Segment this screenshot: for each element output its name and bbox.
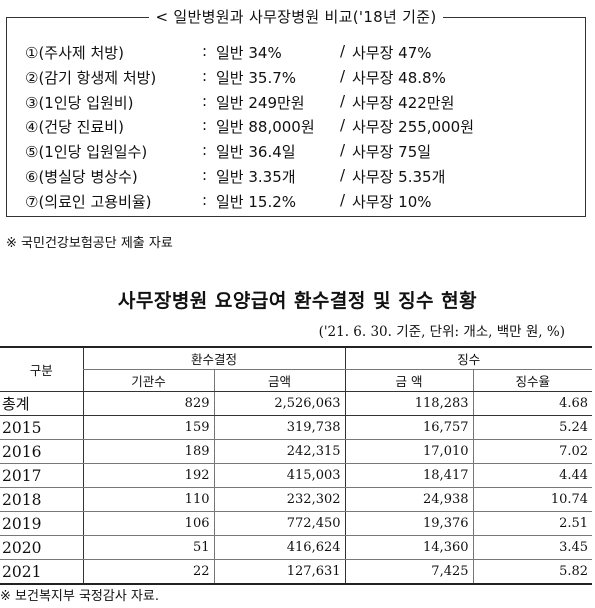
table-row-total: 총계 829 2,526,063 118,283 4.68 xyxy=(0,391,593,416)
cell-collected: 24,938 xyxy=(344,487,474,512)
table-row: 2018 110 232,302 24,938 10.74 xyxy=(0,487,593,512)
office-value: 사무장 10% xyxy=(352,192,432,211)
cell-collected: 7,425 xyxy=(344,559,474,585)
colon: : xyxy=(202,66,208,85)
office-value: 사무장 75일 xyxy=(352,143,432,162)
cell-amount: 415,003 xyxy=(213,463,346,488)
cell-rate: 5.82 xyxy=(472,559,593,585)
table-row: 2021 22 127,631 7,425 5.82 xyxy=(0,559,593,585)
comparison-box: < 일반병원과 사무장병원 비교('18년 기준) ①(주사제 처방) : 일반… xyxy=(6,8,586,217)
general-value: 일반 34% xyxy=(216,44,282,62)
general-value: 일반 3.35개 xyxy=(216,167,296,186)
cell-count: 829 xyxy=(82,391,214,416)
slash: / xyxy=(340,66,346,85)
cell-rate: 2.51 xyxy=(472,511,593,536)
header-amount: 금액 xyxy=(213,369,346,392)
comparison-label: ②(감기 항생제 처방) xyxy=(25,68,157,87)
comparison-label: ⑤(1인당 입원일수) xyxy=(25,143,148,162)
slash: / xyxy=(340,116,346,135)
cell-amount: 2,526,063 xyxy=(213,391,346,416)
cell-amount: 127,631 xyxy=(213,559,346,585)
table-row: 2020 51 416,624 14,360 3.45 xyxy=(0,535,593,560)
header-collected-amount: 금 액 xyxy=(344,369,474,392)
cell-count: 159 xyxy=(82,415,214,440)
comparison-label: ④(건당 진료비) xyxy=(25,118,124,137)
comparison-label: ③(1인당 입원비) xyxy=(25,93,134,112)
row-label: 2015 xyxy=(0,415,83,440)
row-label: 2021 xyxy=(0,559,83,585)
cell-collected: 18,417 xyxy=(344,463,474,488)
general-value: 일반 35.7% xyxy=(216,68,297,87)
cell-collected: 118,283 xyxy=(344,391,474,416)
row-label: 총계 xyxy=(0,391,83,416)
comparison-label: ⑥(병실당 병상수) xyxy=(25,167,138,186)
cell-collected: 17,010 xyxy=(344,439,474,464)
office-value: 사무장 422만원 xyxy=(352,93,455,112)
slash: / xyxy=(340,91,346,110)
header-category: 구분 xyxy=(0,346,83,392)
table-subtitle: ('21. 6. 30. 기준, 단위: 개소, 백만 원, %) xyxy=(318,324,565,340)
general-value: 일반 249만원 xyxy=(216,93,305,112)
row-label: 2020 xyxy=(0,535,83,560)
cell-rate: 7.02 xyxy=(472,439,593,464)
source-note-mohw: ※ 보건복지부 국정감사 자료. xyxy=(0,589,159,604)
slash: / xyxy=(340,165,346,184)
table-row: 2015 159 319,738 16,757 5.24 xyxy=(0,415,593,440)
office-value: 사무장 48.8% xyxy=(352,68,446,87)
cell-count: 106 xyxy=(82,511,214,536)
colon: : xyxy=(202,190,208,209)
colon: : xyxy=(202,116,208,135)
slash: / xyxy=(340,190,346,209)
cell-count: 51 xyxy=(82,535,214,560)
general-value: 일반 88,000원 xyxy=(216,118,315,137)
table-title: 사무장병원 요양급여 환수결정 및 징수 현황 xyxy=(117,290,478,312)
general-value: 일반 15.2% xyxy=(216,192,297,211)
slash: / xyxy=(340,141,346,160)
cell-count: 22 xyxy=(82,559,214,585)
cell-collected: 14,360 xyxy=(344,535,474,560)
row-label: 2017 xyxy=(0,463,83,488)
cell-amount: 242,315 xyxy=(213,439,346,464)
header-count: 기관수 xyxy=(82,369,214,392)
slash: / xyxy=(340,42,346,60)
comparison-label: ①(주사제 처방) xyxy=(25,44,124,62)
office-value: 사무장 47% xyxy=(352,44,432,62)
cell-collected: 19,376 xyxy=(344,511,474,536)
row-label: 2019 xyxy=(0,511,83,536)
header-rate: 징수율 xyxy=(472,369,593,392)
row-label: 2018 xyxy=(0,487,83,512)
cell-rate: 10.74 xyxy=(472,487,593,512)
recovery-table: 구분 환수결정 징수 기관수 금액 금 액 징수율 총계 829 2,526,0… xyxy=(0,346,593,585)
colon: : xyxy=(202,165,208,184)
general-value: 일반 36.4일 xyxy=(216,143,296,162)
colon: : xyxy=(202,141,208,160)
header-collection: 징수 xyxy=(344,346,593,370)
cell-amount: 232,302 xyxy=(213,487,346,512)
cell-rate: 4.44 xyxy=(472,463,593,488)
table-row: 2016 189 242,315 17,010 7.02 xyxy=(0,439,593,464)
cell-count: 110 xyxy=(82,487,214,512)
cell-collected: 16,757 xyxy=(344,415,474,440)
office-value: 사무장 255,000원 xyxy=(352,118,474,137)
cell-amount: 772,450 xyxy=(213,511,346,536)
table-row: 2019 106 772,450 19,376 2.51 xyxy=(0,511,593,536)
cell-amount: 319,738 xyxy=(213,415,346,440)
cell-count: 189 xyxy=(82,439,214,464)
cell-rate: 4.68 xyxy=(472,391,593,416)
row-label: 2016 xyxy=(0,439,83,464)
table-row: 2017 192 415,003 18,417 4.44 xyxy=(0,463,593,488)
cell-count: 192 xyxy=(82,463,214,488)
comparison-label: ⑦(의료인 고용비율) xyxy=(25,192,152,211)
source-note-nhis: ※ 국민건강보험공단 제출 자료 xyxy=(6,236,173,251)
colon: : xyxy=(202,91,208,110)
cell-rate: 3.45 xyxy=(472,535,593,560)
cell-rate: 5.24 xyxy=(472,415,593,440)
office-value: 사무장 5.35개 xyxy=(352,167,446,186)
colon: : xyxy=(202,42,208,60)
cell-amount: 416,624 xyxy=(213,535,346,560)
comparison-title: < 일반병원과 사무장병원 비교('18년 기준) xyxy=(149,8,443,26)
header-decision: 환수결정 xyxy=(82,346,346,370)
